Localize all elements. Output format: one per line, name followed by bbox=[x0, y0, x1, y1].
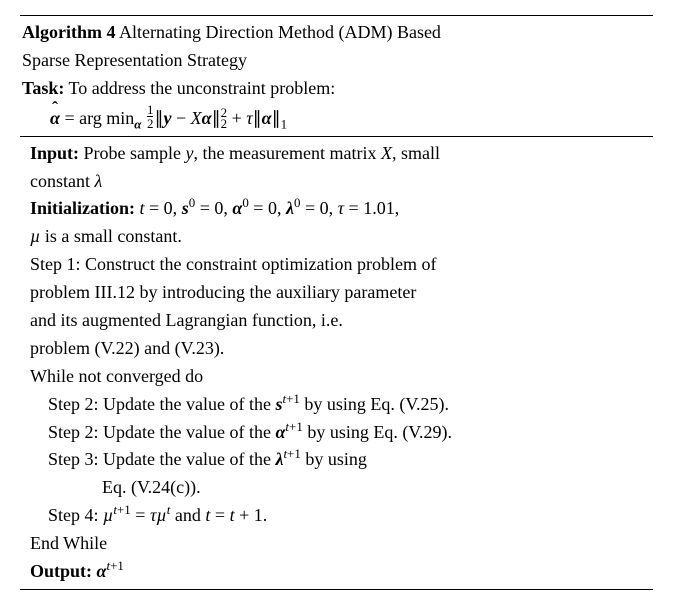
s3-post: by using bbox=[301, 449, 367, 469]
norm-close-1: ∥ bbox=[212, 108, 221, 128]
init-mu: µ bbox=[30, 226, 40, 246]
s2a-pre: Step 2: Update the value of the bbox=[48, 394, 275, 414]
s4-eq: = bbox=[131, 505, 150, 525]
init-eq1: = 0, bbox=[145, 198, 182, 218]
init-s: s bbox=[182, 198, 189, 218]
input-line1: Input: Probe sample y, the measurement m… bbox=[30, 140, 651, 168]
frac-den: 2 bbox=[147, 116, 153, 131]
s2b-pre: Step 2: Update the value of the bbox=[48, 422, 275, 442]
step3-line2: Eq. (V.24(c)). bbox=[30, 474, 651, 502]
s4-sup2: +1 bbox=[117, 502, 131, 517]
algorithm-header: Algorithm 4 Alternating Direction Method… bbox=[20, 19, 653, 133]
init-eq5: = 1.01, bbox=[344, 198, 399, 218]
algorithm-title-text1: Alternating Direction Method (ADM) Based bbox=[116, 22, 441, 42]
s3-sup2: +1 bbox=[287, 446, 301, 461]
init-eq2: = 0, bbox=[195, 198, 232, 218]
init-eq3: = 0, bbox=[249, 198, 286, 218]
eq-alpha1: α bbox=[202, 108, 212, 128]
bottom-rule bbox=[20, 589, 653, 590]
init-label: Initialization: bbox=[30, 198, 135, 218]
norm-open-2: ∥ bbox=[253, 108, 262, 128]
output-line: Output: αt+1 bbox=[30, 558, 651, 586]
step1-line-b: problem III.12 by introducing the auxili… bbox=[30, 279, 651, 307]
step1-line-d: problem (V.22) and (V.23). bbox=[30, 335, 651, 363]
algorithm-label: Algorithm 4 bbox=[22, 22, 116, 42]
eq-space1 bbox=[141, 108, 146, 128]
s4-mu: µ bbox=[103, 505, 113, 525]
eq-alpha2: α bbox=[262, 108, 272, 128]
norm-close-2: ∥ bbox=[272, 108, 281, 128]
alpha-hat: α bbox=[50, 105, 60, 133]
task-equation: α = arg minα 12∥y − Xα∥22 + τ∥α∥1 bbox=[22, 103, 651, 133]
s2a-sup2: +1 bbox=[286, 391, 300, 406]
eq-sub1: 1 bbox=[281, 116, 287, 131]
input-lambda: λ bbox=[95, 171, 103, 191]
input-text4: constant bbox=[30, 171, 95, 191]
input-line2: constant λ bbox=[30, 168, 651, 196]
half-fraction: 12 bbox=[147, 103, 153, 131]
task-line: Task: To address the unconstraint proble… bbox=[22, 75, 651, 103]
mid-rule bbox=[20, 136, 653, 137]
input-text3: , small bbox=[392, 143, 440, 163]
init-alpha: α bbox=[232, 198, 242, 218]
input-X: X bbox=[381, 143, 392, 163]
output-label: Output: bbox=[30, 561, 92, 581]
task-label: Task: bbox=[22, 78, 64, 98]
s2b-post: by using Eq. (V.29). bbox=[303, 422, 452, 442]
step2b-line: Step 2: Update the value of the αt+1 by … bbox=[30, 419, 651, 447]
input-label: Input: bbox=[30, 143, 79, 163]
algorithm-title-line1: Algorithm 4 Alternating Direction Method… bbox=[22, 19, 651, 47]
s3-pre: Step 3: Update the value of the bbox=[48, 449, 275, 469]
endwhile-line: End While bbox=[30, 530, 651, 558]
eq-minus: − bbox=[171, 108, 190, 128]
step1-line-c: and its augmented Lagrangian function, i… bbox=[30, 307, 651, 335]
init-text6: is a small constant. bbox=[40, 226, 181, 246]
init-line2: µ is a small constant. bbox=[30, 223, 651, 251]
algorithm-body: Input: Probe sample y, the measurement m… bbox=[20, 140, 653, 586]
init-eq4: = 0, bbox=[300, 198, 337, 218]
step3-line1: Step 3: Update the value of the λt+1 by … bbox=[30, 446, 651, 474]
algorithm-title-line2: Sparse Representation Strategy bbox=[22, 47, 651, 75]
frac-num: 1 bbox=[147, 103, 153, 117]
s2a-post: by using Eq. (V.25). bbox=[300, 394, 449, 414]
eq-argmin: = arg min bbox=[60, 108, 134, 128]
s4-and: and bbox=[170, 505, 205, 525]
input-text1: Probe sample bbox=[79, 143, 185, 163]
init-line1: Initialization: t = 0, s0 = 0, α0 = 0, λ… bbox=[30, 195, 651, 223]
init-t: t bbox=[135, 198, 145, 218]
eq-X: X bbox=[191, 108, 202, 128]
s4-plus1: + 1. bbox=[235, 505, 268, 525]
s4-eq2: = bbox=[210, 505, 229, 525]
while-line: While not converged do bbox=[30, 363, 651, 391]
s2b-sup2: +1 bbox=[289, 419, 303, 434]
task-text: To address the unconstraint problem: bbox=[64, 78, 335, 98]
step4-line: Step 4: µt+1 = τµt and t = t + 1. bbox=[30, 502, 651, 530]
top-rule bbox=[20, 15, 653, 16]
s4-pre: Step 4: bbox=[48, 505, 103, 525]
s2b-var: α bbox=[275, 422, 285, 442]
s4-mu2: µ bbox=[156, 505, 166, 525]
init-lam: λ bbox=[286, 198, 294, 218]
out-var: α bbox=[92, 561, 106, 581]
step2a-line: Step 2: Update the value of the st+1 by … bbox=[30, 391, 651, 419]
step1-line-a: Step 1: Construct the constraint optimiz… bbox=[30, 251, 651, 279]
eq-plus: + bbox=[227, 108, 246, 128]
out-sup2: +1 bbox=[110, 558, 124, 573]
input-text2: , the measurement matrix bbox=[194, 143, 381, 163]
input-y: y bbox=[186, 143, 194, 163]
